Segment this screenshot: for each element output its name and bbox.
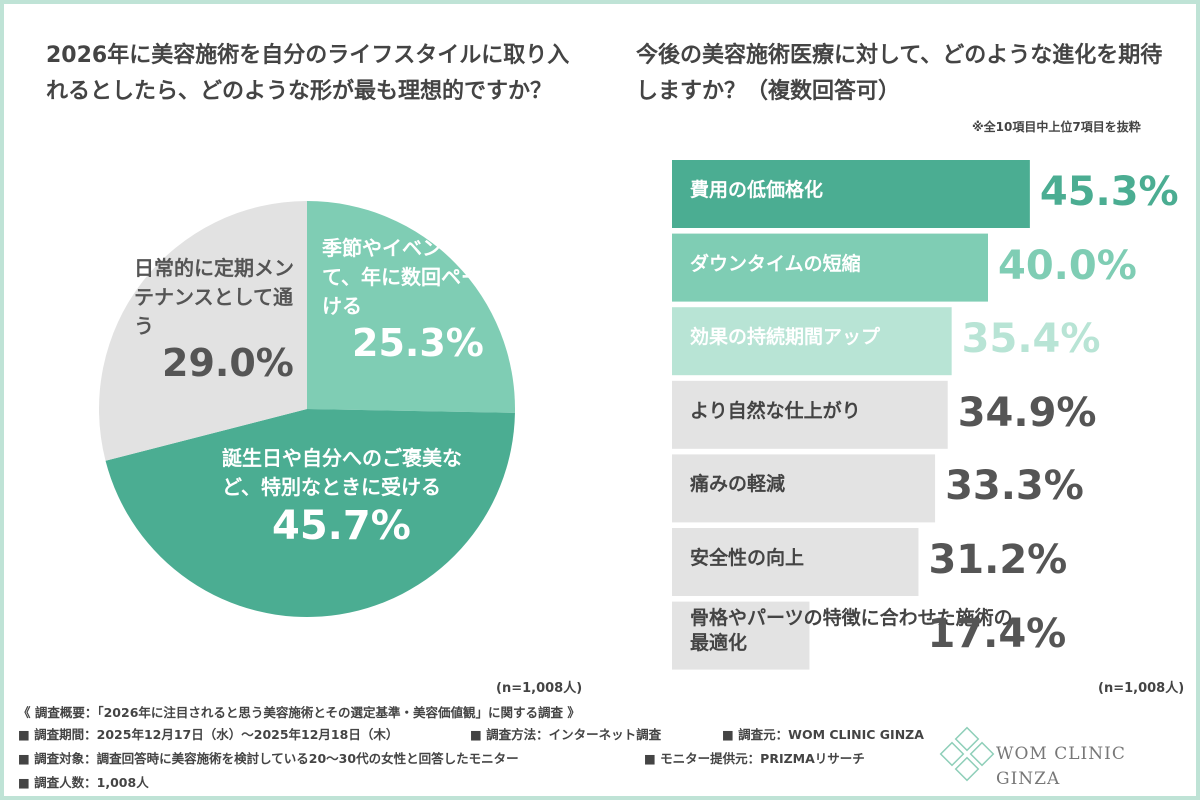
bar: [672, 528, 919, 596]
bar-label: より自然な仕上がり: [690, 399, 861, 422]
value-label: 40.0%: [998, 242, 1137, 289]
pie-slice: [307, 201, 515, 413]
footer-summary: 《 調査概要：「2026年に注目されると思う美容施術とその選定基準・美容価値観」…: [18, 705, 580, 720]
value-label: 33.3%: [945, 463, 1084, 510]
bar-label: 骨格やパーツの特徴に合わせた施術の最適化: [690, 606, 1013, 655]
slice-value: 29.0%: [162, 341, 294, 385]
value-label: 34.9%: [957, 389, 1097, 436]
slice-value: 25.3%: [352, 321, 484, 365]
value-label: 35.4%: [961, 316, 1101, 363]
slice-label: 季節やイベントに合わせて、年に数回ペースで受ける 25.3%: [322, 234, 552, 367]
bar: [672, 601, 810, 670]
bar-label: 費用の低価格化: [690, 179, 824, 201]
bar: [672, 307, 952, 376]
logo-diamond: [939, 741, 965, 767]
bar-label: 安全性の向上: [690, 547, 805, 569]
footer-item: ■ 調査対象：調査回答時に美容施術を検討している20～30代の女性と回答したモニ…: [18, 751, 519, 766]
footer-item: ■ 調査方法：インターネット調査: [470, 727, 662, 742]
bar-label: 効果の持続期間アップ: [690, 326, 881, 349]
bar: [672, 380, 948, 449]
bar: [672, 233, 988, 302]
sample-note: (n=1,008人): [1098, 681, 1185, 696]
chart-title: 2026年に美容施術を自分のライフスタイルに取り入れるとしたら、どのような形が最…: [46, 43, 570, 104]
footer-item: ■ 調査元：WOM CLINIC GINZA: [722, 727, 924, 742]
value-label: 17.4%: [927, 610, 1067, 657]
bar-label: ダウンタイムの短縮: [690, 252, 861, 275]
slice-label: 誕生日や自分へのご褒美など、特別なときに受ける 45.7%: [222, 444, 472, 550]
footer-item: ■ 調査人数：1,008人: [18, 775, 149, 790]
chart-subtitle: ※全10項目中上位7項目を抜粋: [972, 120, 1141, 134]
logo-diamond: [969, 741, 995, 767]
logo-diamond: [954, 726, 980, 752]
chart-canvas: [99, 160, 1030, 782]
footer-item: ■ 調査期間：2025年12月17日（水）～2025年12月18日（木）: [18, 727, 399, 742]
value-label: 45.3%: [1039, 169, 1179, 215]
pie-slice: [99, 201, 307, 461]
logo-text: WOM CLINIC GINZA: [996, 744, 1126, 789]
bar: [672, 454, 936, 523]
bar-label: 痛みの軽減: [690, 473, 786, 496]
footer-item: ■ モニター提供元：PRIZMAリサーチ: [644, 751, 865, 766]
bar: [672, 160, 1030, 228]
value-label: 31.2%: [928, 537, 1068, 583]
slice-value: 45.7%: [272, 503, 411, 549]
logo-diamond: [954, 756, 980, 782]
slice-label: 日常的に定期メンテナンスとして通う 29.0%: [134, 254, 294, 387]
chart-title: 今後の美容施術医療に対して、どのような進化を期待しますか？（複数回答可）: [636, 43, 1163, 104]
sample-note: (n=1,008人): [496, 681, 583, 696]
pie-slice: [105, 409, 515, 617]
